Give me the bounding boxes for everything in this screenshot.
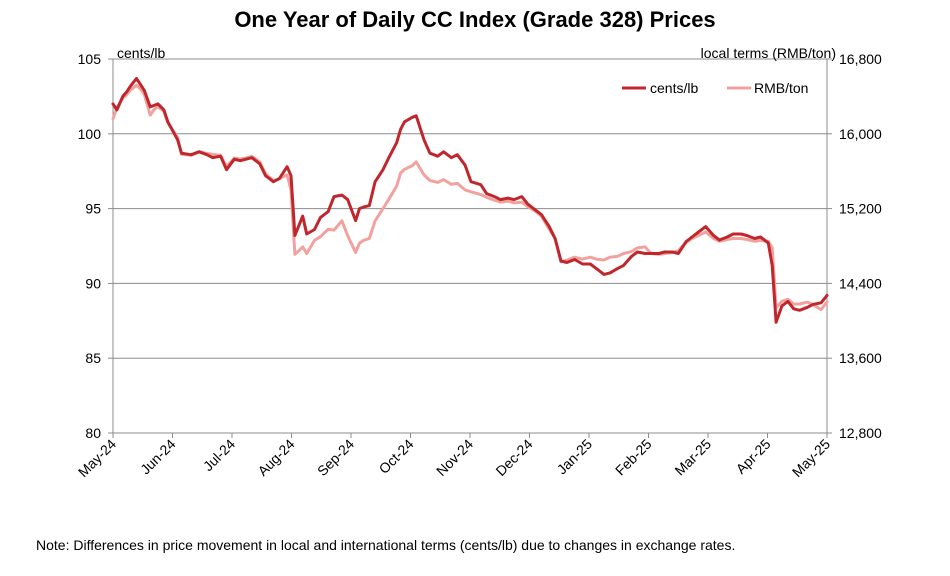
right-y-tick-label: 16,800 bbox=[839, 51, 882, 67]
left-y-tick-label: 105 bbox=[78, 51, 102, 67]
x-tick-label: Dec-24 bbox=[492, 436, 535, 479]
footnote: Note: Differences in price movement in l… bbox=[36, 537, 736, 553]
x-tick-label: Apr-25 bbox=[733, 436, 774, 477]
legend-label-rmb-ton: RMB/ton bbox=[754, 80, 808, 96]
gridlines bbox=[113, 58, 827, 434]
x-tick-label: Mar-25 bbox=[671, 436, 714, 479]
legend: cents/lb RMB/ton bbox=[622, 80, 808, 96]
right-y-tick-label: 15,200 bbox=[839, 201, 882, 217]
legend-label-cents-lb: cents/lb bbox=[650, 80, 698, 96]
x-tick-label: Jun-24 bbox=[137, 436, 179, 478]
x-tick-label: Aug-24 bbox=[254, 436, 297, 479]
right-y-tick-label: 14,400 bbox=[839, 275, 882, 291]
left-y-tick-label: 100 bbox=[78, 126, 102, 142]
series-line-cents-lb bbox=[111, 76, 829, 324]
x-tick-label: Sep-24 bbox=[314, 436, 357, 479]
right-axis-unit-label: local terms (RMB/ton) bbox=[701, 45, 836, 61]
right-y-tick-label: 13,600 bbox=[839, 350, 882, 366]
series-lines bbox=[111, 76, 829, 324]
right-y-tick-label: 16,000 bbox=[839, 126, 882, 142]
x-tick-label: Jul-24 bbox=[200, 436, 238, 474]
axes: 80 12,800 85 13,600 90 14,400 95 15,200 100 16,00… bbox=[75, 51, 882, 480]
x-tick-label: May-24 bbox=[75, 436, 119, 480]
left-y-tick-label: 95 bbox=[85, 201, 101, 217]
left-y-tick-label: 85 bbox=[85, 350, 101, 366]
right-y-tick-label: 12,800 bbox=[839, 425, 882, 441]
x-tick-label: Jan-25 bbox=[554, 436, 596, 478]
x-tick-label: May-25 bbox=[789, 436, 833, 480]
left-y-tick-label: 80 bbox=[85, 425, 101, 441]
x-tick-label: Oct-24 bbox=[376, 436, 417, 477]
chart-title: One Year of Daily CC Index (Grade 328) P… bbox=[234, 7, 716, 32]
x-tick-label: Feb-25 bbox=[612, 436, 655, 479]
left-axis-unit-label: cents/lb bbox=[117, 45, 165, 61]
left-y-tick-label: 90 bbox=[85, 275, 101, 291]
x-tick-label: Nov-24 bbox=[433, 436, 476, 479]
series-line-rmb-ton bbox=[111, 83, 829, 312]
